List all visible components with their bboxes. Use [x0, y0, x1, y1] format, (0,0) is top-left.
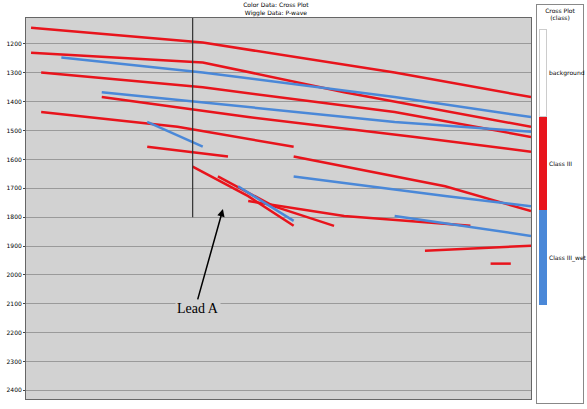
svg-text:1800: 1800: [7, 213, 22, 220]
svg-text:1200: 1200: [7, 40, 22, 47]
svg-text:1400: 1400: [7, 98, 22, 105]
svg-text:1500: 1500: [7, 127, 22, 134]
html-text:Class III: Class III: [549, 159, 572, 167]
svg-text:Color Data: Cross PlotWiggle D: Color Data: Cross PlotWiggle Data: P-wav…: [243, 1, 309, 17]
svg-text:2300: 2300: [7, 358, 22, 365]
svg-text:1700: 1700: [7, 184, 22, 191]
svg-text:2100: 2100: [7, 300, 22, 307]
html-text:Cross Plot (class): Cross Plot (class): [545, 7, 575, 21]
svg-text:1600: 1600: [7, 156, 22, 163]
svg-text:2000: 2000: [7, 271, 22, 278]
html-text:Class III_wet: Class III_wet: [549, 253, 586, 261]
svg-text:2400: 2400: [7, 386, 22, 393]
html-text:background: background: [549, 69, 585, 76]
svg-text:1300: 1300: [7, 69, 22, 76]
svg-text:Lead A: Lead A: [177, 301, 219, 316]
svg-text:1900: 1900: [7, 242, 22, 249]
svg-text:2200: 2200: [7, 329, 22, 336]
